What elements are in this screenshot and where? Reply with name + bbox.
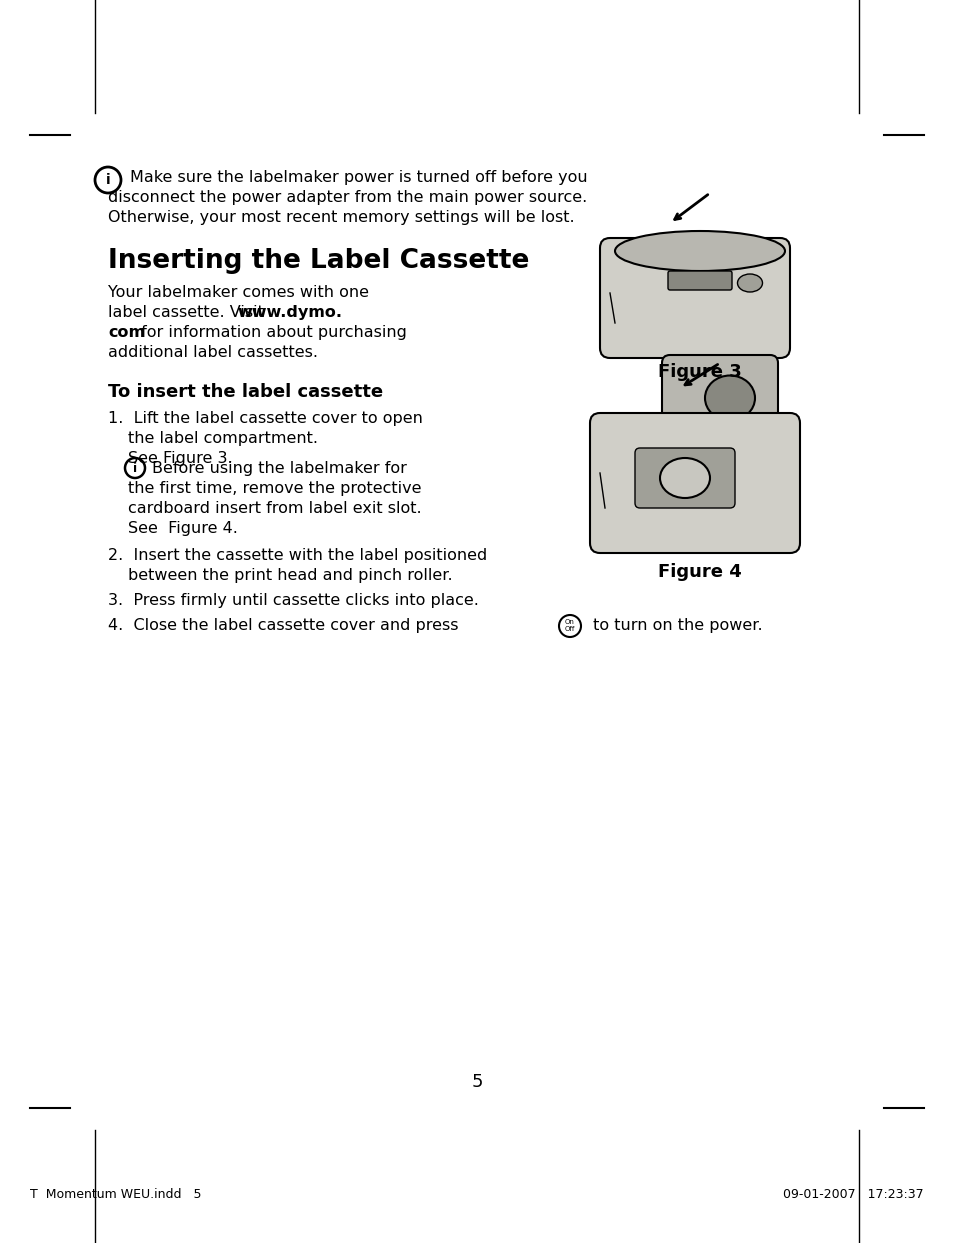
FancyBboxPatch shape	[667, 271, 731, 290]
Ellipse shape	[704, 375, 754, 420]
Ellipse shape	[659, 457, 709, 498]
Text: T  Momentum WEU.indd   5: T Momentum WEU.indd 5	[30, 1188, 201, 1201]
Text: com: com	[108, 324, 145, 341]
FancyBboxPatch shape	[661, 355, 778, 441]
Ellipse shape	[615, 231, 784, 271]
Text: Make sure the labelmaker power is turned off before you: Make sure the labelmaker power is turned…	[130, 170, 587, 185]
Text: 09-01-2007   17:23:37: 09-01-2007 17:23:37	[782, 1188, 923, 1201]
Text: additional label cassettes.: additional label cassettes.	[108, 346, 317, 360]
Text: Otherwise, your most recent memory settings will be lost.: Otherwise, your most recent memory setti…	[108, 210, 574, 225]
Text: label cassette. Visit: label cassette. Visit	[108, 305, 269, 319]
Text: See  Figure 4.: See Figure 4.	[128, 521, 237, 536]
Text: 1.  Lift the label cassette cover to open: 1. Lift the label cassette cover to open	[108, 411, 422, 426]
Text: To insert the label cassette: To insert the label cassette	[108, 383, 383, 401]
Text: to turn on the power.: to turn on the power.	[587, 618, 761, 633]
Text: the label compartment.: the label compartment.	[128, 431, 317, 446]
FancyBboxPatch shape	[599, 237, 789, 358]
Text: disconnect the power adapter from the main power source.: disconnect the power adapter from the ma…	[108, 190, 587, 205]
Text: Before using the labelmaker for: Before using the labelmaker for	[152, 461, 406, 476]
Text: for information about purchasing: for information about purchasing	[136, 324, 406, 341]
Text: Your labelmaker comes with one: Your labelmaker comes with one	[108, 285, 369, 300]
Text: 3.  Press firmly until cassette clicks into place.: 3. Press firmly until cassette clicks in…	[108, 593, 478, 608]
Text: On
Off: On Off	[564, 619, 575, 631]
Text: See Figure 3.: See Figure 3.	[128, 451, 233, 466]
Ellipse shape	[737, 273, 761, 292]
Text: www.dymo.: www.dymo.	[236, 305, 341, 319]
Text: Figure 3: Figure 3	[658, 363, 741, 382]
Text: Inserting the Label Cassette: Inserting the Label Cassette	[108, 249, 529, 273]
Text: between the print head and pinch roller.: between the print head and pinch roller.	[128, 568, 452, 583]
FancyBboxPatch shape	[635, 447, 734, 508]
Text: i: i	[106, 173, 111, 186]
Text: i: i	[132, 461, 137, 475]
Text: cardboard insert from label exit slot.: cardboard insert from label exit slot.	[128, 501, 421, 516]
Text: 2.  Insert the cassette with the label positioned: 2. Insert the cassette with the label po…	[108, 548, 487, 563]
FancyBboxPatch shape	[589, 413, 800, 553]
Text: 4.  Close the label cassette cover and press: 4. Close the label cassette cover and pr…	[108, 618, 463, 633]
Text: 5: 5	[471, 1073, 482, 1091]
Text: the first time, remove the protective: the first time, remove the protective	[128, 481, 421, 496]
Text: Figure 4: Figure 4	[658, 563, 741, 580]
